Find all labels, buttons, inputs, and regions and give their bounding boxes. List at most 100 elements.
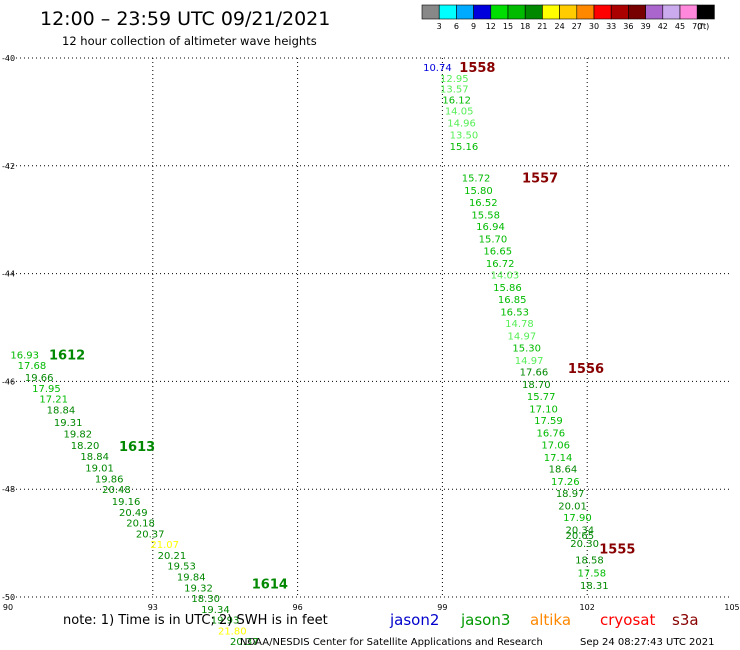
x-tick-label: 102 xyxy=(580,603,595,612)
pass-number-label: 1613 xyxy=(119,440,155,455)
wave-height-label: 21.07 xyxy=(150,540,179,551)
legend-tick-label: 3 xyxy=(437,22,442,31)
legend-tick-label: 21 xyxy=(537,22,547,31)
wave-height-label: 20.49 xyxy=(119,508,148,519)
x-tick-label: 90 xyxy=(3,603,13,612)
wave-height-label: 20.65 xyxy=(565,531,594,542)
wave-height-label: 17.66 xyxy=(520,368,549,379)
y-tick-label: -42 xyxy=(2,162,15,171)
wave-height-label: 10.74 xyxy=(423,63,452,74)
wave-height-label: 15.16 xyxy=(450,142,479,153)
legend-tick-label: 24 xyxy=(555,22,565,31)
pass-number-label: 1558 xyxy=(459,61,495,76)
legend-tick-label: 6 xyxy=(454,22,459,31)
wave-height-label: 20.21 xyxy=(158,551,187,562)
wave-height-label: 18.30 xyxy=(191,594,220,605)
legend-swatch xyxy=(662,4,681,20)
legend-swatch xyxy=(576,4,595,20)
legend-swatch xyxy=(473,4,492,20)
footer-timestamp: Sep 24 08:27:43 UTC 2021 xyxy=(580,637,714,648)
legend-unit: (ft) xyxy=(697,22,709,31)
wave-height-label: 16.72 xyxy=(486,259,515,270)
legend-swatch xyxy=(645,4,664,20)
legend-tick-label: 12 xyxy=(486,22,496,31)
wave-height-label: 20.37 xyxy=(136,529,165,540)
wave-height-label: 16.53 xyxy=(500,307,529,318)
wave-height-label: 16.93 xyxy=(10,350,39,361)
legend-swatch xyxy=(490,4,509,20)
wave-height-label: 19.01 xyxy=(85,464,114,475)
y-tick-label: -48 xyxy=(2,485,15,494)
pass-number-label: 1556 xyxy=(568,362,604,377)
wave-height-label: 15.30 xyxy=(512,343,541,354)
wave-height-label: 14.97 xyxy=(515,356,544,367)
wave-height-label: 14.96 xyxy=(447,119,476,130)
wave-height-label: 14.78 xyxy=(505,319,534,330)
wave-height-label: 17.95 xyxy=(32,384,61,395)
legend-tick-label: 70 xyxy=(692,22,702,31)
wave-height-label: 17.90 xyxy=(563,513,592,524)
satellite-name: cryosat xyxy=(600,611,655,629)
chart-subtitle: 12 hour collection of altimeter wave hei… xyxy=(62,34,317,48)
legend-swatch xyxy=(610,4,629,20)
wave-height-label: 15.80 xyxy=(464,186,493,197)
wave-height-label: 21.80 xyxy=(218,626,247,637)
wave-height-label: 19.53 xyxy=(167,562,196,573)
wave-height-label: 15.86 xyxy=(493,283,522,294)
wave-height-label: 19.82 xyxy=(64,430,93,441)
wave-height-label: 17.26 xyxy=(551,477,580,488)
legend-tick-label: 45 xyxy=(675,22,685,31)
wave-height-label: 17.14 xyxy=(544,453,573,464)
pass-number-label: 1614 xyxy=(252,578,288,593)
legend-tick-label: 9 xyxy=(471,22,476,31)
x-tick-label: 99 xyxy=(437,603,447,612)
wave-height-label: 20.01 xyxy=(558,501,587,512)
wave-height-label: 16.65 xyxy=(483,246,512,257)
wave-height-label: 17.58 xyxy=(578,569,607,580)
wave-height-label: 18.70 xyxy=(522,380,551,391)
wave-height-label: 19.66 xyxy=(25,373,54,384)
wave-height-label: 20.37 xyxy=(230,637,259,648)
y-tick-label: -50 xyxy=(2,593,15,602)
legend-tick-label: 42 xyxy=(658,22,668,31)
wave-height-label: 13.57 xyxy=(440,85,469,96)
legend-swatch xyxy=(696,4,715,20)
legend-swatch xyxy=(559,4,578,20)
wave-height-label: 17.06 xyxy=(541,440,570,451)
wave-height-label: 16.76 xyxy=(537,429,566,440)
legend-tick-label: 33 xyxy=(606,22,616,31)
wave-height-label: 19.86 xyxy=(95,474,124,485)
wave-height-label: 17.59 xyxy=(534,416,563,427)
wave-height-label: 16.94 xyxy=(476,222,505,233)
legend-tick-label: 18 xyxy=(520,22,530,31)
wave-height-label: 18.31 xyxy=(580,581,609,592)
wave-height-label: 18.64 xyxy=(549,465,578,476)
y-tick-label: -46 xyxy=(2,377,15,386)
legend-tick-label: 39 xyxy=(641,22,651,31)
x-tick-label: 105 xyxy=(724,603,739,612)
legend-swatch xyxy=(593,4,612,20)
satellite-name: jason3 xyxy=(460,611,510,629)
wave-height-label: 19.84 xyxy=(177,573,206,584)
legend-tick-label: 30 xyxy=(589,22,599,31)
wave-height-label: 20.48 xyxy=(102,485,131,496)
wave-height-label: 19.16 xyxy=(112,497,141,508)
wave-height-label: 19.31 xyxy=(54,418,83,429)
pass-number-label: 1555 xyxy=(599,542,635,557)
legend-tick-label: 36 xyxy=(623,22,633,31)
satellite-name: s3a xyxy=(672,611,699,629)
x-tick-label: 93 xyxy=(148,603,158,612)
satellite-name: jason2 xyxy=(389,611,439,629)
wave-height-label: 20.18 xyxy=(126,519,155,530)
wave-height-label: 15.77 xyxy=(527,392,556,403)
pass-labels: 1558 1557 1556 1555 1612 1613 1614 xyxy=(49,61,635,592)
plot-grid xyxy=(8,57,732,598)
pass-number-label: 1557 xyxy=(522,172,558,187)
satellite-legend: jason2 jason3 altika cryosat s3a xyxy=(389,611,699,629)
pass-number-label: 1612 xyxy=(49,348,85,363)
chart-title: 12:00 – 23:59 UTC 09/21/2021 xyxy=(40,8,330,30)
wave-height-label: 15.72 xyxy=(462,174,491,185)
